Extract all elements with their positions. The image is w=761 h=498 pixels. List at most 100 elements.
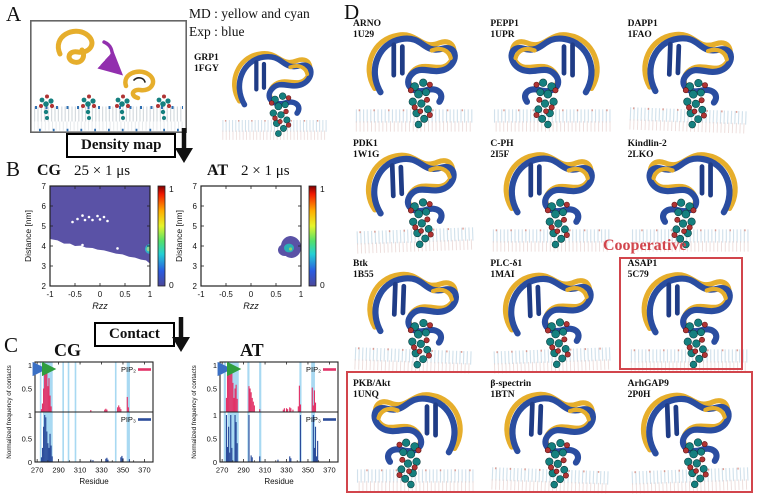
pip-head-spheres <box>396 438 422 489</box>
protein-structure-image <box>355 32 474 132</box>
svg-text:Residue: Residue <box>79 477 109 484</box>
svg-text:5: 5 <box>193 222 198 231</box>
svg-text:310: 310 <box>259 466 272 475</box>
svg-text:1: 1 <box>28 361 32 370</box>
simulation-snapshot-image <box>30 20 187 133</box>
svg-text:0: 0 <box>98 290 103 299</box>
protein-name: ARNO <box>353 19 381 29</box>
protein-pdb-code: 5C79 <box>627 270 649 281</box>
pip-head-spheres <box>545 438 571 489</box>
svg-text:4: 4 <box>42 242 47 251</box>
svg-text:Rzz: Rzz <box>92 301 108 310</box>
svg-text:Residue: Residue <box>264 477 294 484</box>
protein-label: Btk 1B55 <box>353 259 374 281</box>
ribbons <box>504 391 597 466</box>
protein-pdb-code: 1BTN <box>490 390 515 401</box>
svg-text:270: 270 <box>31 466 44 475</box>
svg-text:Normalized frequency of contac: Normalized frequency of contacts <box>6 365 13 458</box>
svg-text:6: 6 <box>193 202 198 211</box>
svg-text:3: 3 <box>193 262 198 271</box>
svg-text:7: 7 <box>193 182 198 191</box>
protein-pdb-code: 1MAI <box>490 270 515 281</box>
protein-label: Kindlin-2 2LKO <box>628 139 667 161</box>
at-heatmap-title: AT 2 × 1 μs <box>207 162 290 180</box>
md-note-line1: MD : yellow and cyan <box>189 6 310 21</box>
protein-name: ArhGAP9 <box>627 379 669 389</box>
protein-label: PEPP1 1UPR <box>490 19 519 41</box>
svg-text:Distance [nm]: Distance [nm] <box>174 210 184 262</box>
svg-text:0.5: 0.5 <box>207 434 217 443</box>
pip-lipid-clusters <box>39 94 172 120</box>
protein-pdb-code: 2P0H <box>627 390 651 401</box>
svg-text:1: 1 <box>148 290 153 299</box>
protein-label: C-PH 2I5F <box>490 139 513 161</box>
pip-head-spheres <box>268 92 292 137</box>
snapshot-border <box>30 20 187 133</box>
protein-cell: ArhGAP9 2P0H <box>621 376 758 496</box>
protein-cell: ARNO 1U29 <box>346 16 483 136</box>
protein-structure-image <box>493 272 613 374</box>
svg-text:310: 310 <box>74 466 87 475</box>
pip-head-spheres <box>682 438 709 489</box>
protein-cell: DAPP1 1FAO <box>621 16 758 136</box>
protein-name: C-PH <box>490 139 514 149</box>
svg-text:350: 350 <box>117 466 130 475</box>
svg-text:0.5: 0.5 <box>22 384 32 393</box>
cooperative-label: Cooperative <box>603 237 687 254</box>
protein-name: Kindlin-2 <box>627 139 667 149</box>
protein-cell: PDK1 1W1G <box>346 136 483 256</box>
binding-arrow-icon <box>97 40 124 76</box>
protein-pdb-code: 1W1G <box>353 150 380 161</box>
protein-grid: ARNO 1U29 <box>346 16 758 496</box>
svg-text:370: 370 <box>138 466 151 475</box>
at-contacts-title: AT <box>240 340 264 360</box>
svg-text:PIP₂: PIP₂ <box>121 365 136 374</box>
svg-text:330: 330 <box>95 466 108 475</box>
svg-text:2: 2 <box>193 282 198 291</box>
protein-cell: C-PH 2I5F <box>483 136 620 256</box>
protein-pdb-code: 2LKO <box>627 150 654 161</box>
svg-text:1: 1 <box>169 184 174 194</box>
protein-name: PKB/Akt <box>353 379 391 389</box>
protein-pdb-code: 1UNQ <box>353 390 379 401</box>
protein-cell: PLC-δ1 1MAI <box>483 256 620 376</box>
svg-text:1: 1 <box>213 361 217 370</box>
cg-heatmap-svg: -1 -0.5 0 0.5 1 2 3 4 5 6 7 Distance [nm] Rzz 1 0 <box>23 182 174 311</box>
svg-text:7: 7 <box>42 182 47 191</box>
panel-a-label: A <box>6 2 22 26</box>
grp1-pdb: 1FGY <box>194 64 219 75</box>
protein-name: DAPP1 <box>627 19 658 29</box>
pip-head-spheres <box>682 318 708 369</box>
svg-text:350: 350 <box>302 466 315 475</box>
grp1-structure-svg <box>222 51 328 140</box>
cg-contacts-chart: 1 0.5 1 0.5 0 270 290 310 330 350 370 Normalized fr… <box>1 350 173 489</box>
pip-head-spheres <box>407 198 434 249</box>
svg-text:1: 1 <box>299 290 304 299</box>
protein-structure-image <box>629 31 748 134</box>
svg-text:Rzz: Rzz <box>243 301 259 310</box>
svg-text:Normalized frequency of contac: Normalized frequency of contacts <box>191 365 198 458</box>
svg-text:270: 270 <box>216 466 229 475</box>
contact-box: Contact <box>94 322 175 347</box>
at-contacts-chart: 1 0.5 1 0.5 0 270 290 310 330 350 370 Normalized fr… <box>186 350 358 489</box>
pip-head-spheres <box>407 78 433 129</box>
protein-structure-image <box>631 392 750 494</box>
protein-label: ARNO 1U29 <box>353 19 381 41</box>
svg-text:0: 0 <box>169 280 174 290</box>
grp1-label: GRP1 1FGY <box>194 53 219 75</box>
cg-title-time: 25 × 1 μs <box>74 163 131 179</box>
svg-text:0: 0 <box>213 458 217 467</box>
down-arrow-icon <box>175 128 193 163</box>
svg-text:370: 370 <box>323 466 336 475</box>
protein-pdb-code: 1B55 <box>353 270 374 281</box>
ribbons <box>367 271 459 346</box>
yellow-protein-bound <box>123 69 156 101</box>
svg-text:-0.5: -0.5 <box>68 290 82 299</box>
protein-structure-image <box>356 152 475 254</box>
protein-label: DAPP1 1FAO <box>628 19 658 41</box>
svg-text:-0.5: -0.5 <box>219 290 233 299</box>
at-title-bold: AT <box>207 162 229 179</box>
